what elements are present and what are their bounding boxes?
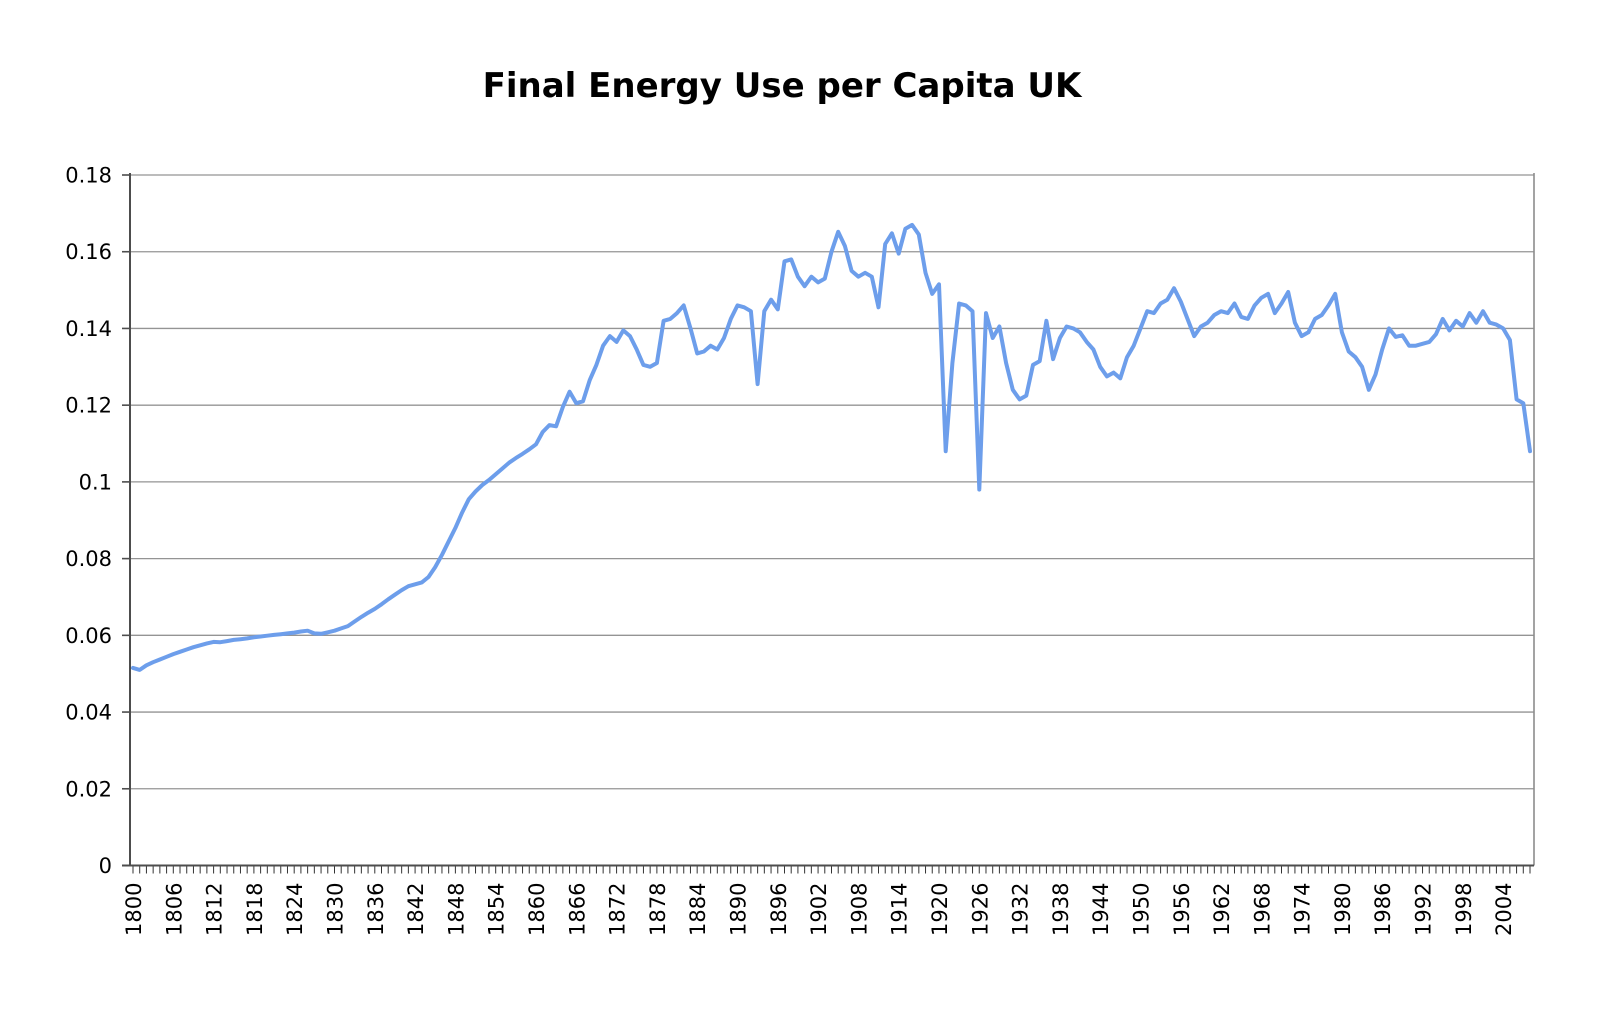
x-tick-label: 1866	[565, 883, 589, 936]
x-tick-label: 1818	[243, 883, 267, 936]
x-tick-label: 1878	[646, 883, 670, 936]
y-tick-label: 0.06	[65, 624, 112, 648]
x-tick-label: 1824	[283, 883, 307, 936]
y-tick-label: 0.08	[65, 547, 112, 571]
x-tick-label: 1800	[122, 883, 146, 936]
x-tick-label: 1884	[686, 883, 710, 936]
x-tick-label: 1908	[847, 883, 871, 936]
x-tick-label: 1956	[1170, 883, 1194, 936]
x-tick-label: 1992	[1412, 883, 1436, 936]
x-tick-label: 1806	[162, 883, 186, 936]
x-tick-label: 1932	[1009, 883, 1033, 936]
y-tick-label: 0.02	[65, 777, 112, 801]
x-tick-label: 1842	[404, 883, 428, 936]
x-tick-label: 1872	[606, 883, 630, 936]
x-tick-label: 1890	[726, 883, 750, 936]
x-tick-label: 1830	[323, 883, 347, 936]
x-tick-label: 1860	[525, 883, 549, 936]
y-tick-label: 0.18	[65, 164, 112, 188]
y-tick-label: 0.1	[79, 470, 112, 494]
y-tick-label: 0.14	[65, 317, 112, 341]
x-tick-label: 1896	[767, 883, 791, 936]
x-tick-label: 1926	[968, 883, 992, 936]
x-tick-label: 1974	[1291, 883, 1315, 936]
x-tick-label: 1986	[1371, 883, 1395, 936]
y-tick-label: 0.16	[65, 240, 112, 264]
x-tick-label: 1950	[1129, 883, 1153, 936]
x-tick-label: 2004	[1492, 883, 1516, 936]
y-tick-label: 0.04	[65, 701, 112, 725]
x-tick-label: 1848	[444, 883, 468, 936]
x-tick-label: 1938	[1049, 883, 1073, 936]
x-tick-label: 1812	[203, 883, 227, 936]
y-tick-label: 0	[99, 854, 112, 878]
y-tick-label: 0.12	[65, 394, 112, 418]
x-tick-label: 1836	[364, 883, 388, 936]
x-tick-label: 1998	[1452, 883, 1476, 936]
x-tick-label: 1854	[485, 883, 509, 936]
x-tick-label: 1902	[807, 883, 831, 936]
x-tick-label: 1944	[1089, 883, 1113, 936]
energy-per-capita-series-line	[131, 222, 1532, 672]
x-tick-label: 1968	[1250, 883, 1274, 936]
x-tick-label: 1914	[888, 883, 912, 936]
x-tick-label: 1920	[928, 883, 952, 936]
x-tick-label: 1980	[1331, 883, 1355, 936]
x-tick-label: 1962	[1210, 883, 1234, 936]
chart-title: Final Energy Use per Capita UK	[482, 66, 1082, 106]
